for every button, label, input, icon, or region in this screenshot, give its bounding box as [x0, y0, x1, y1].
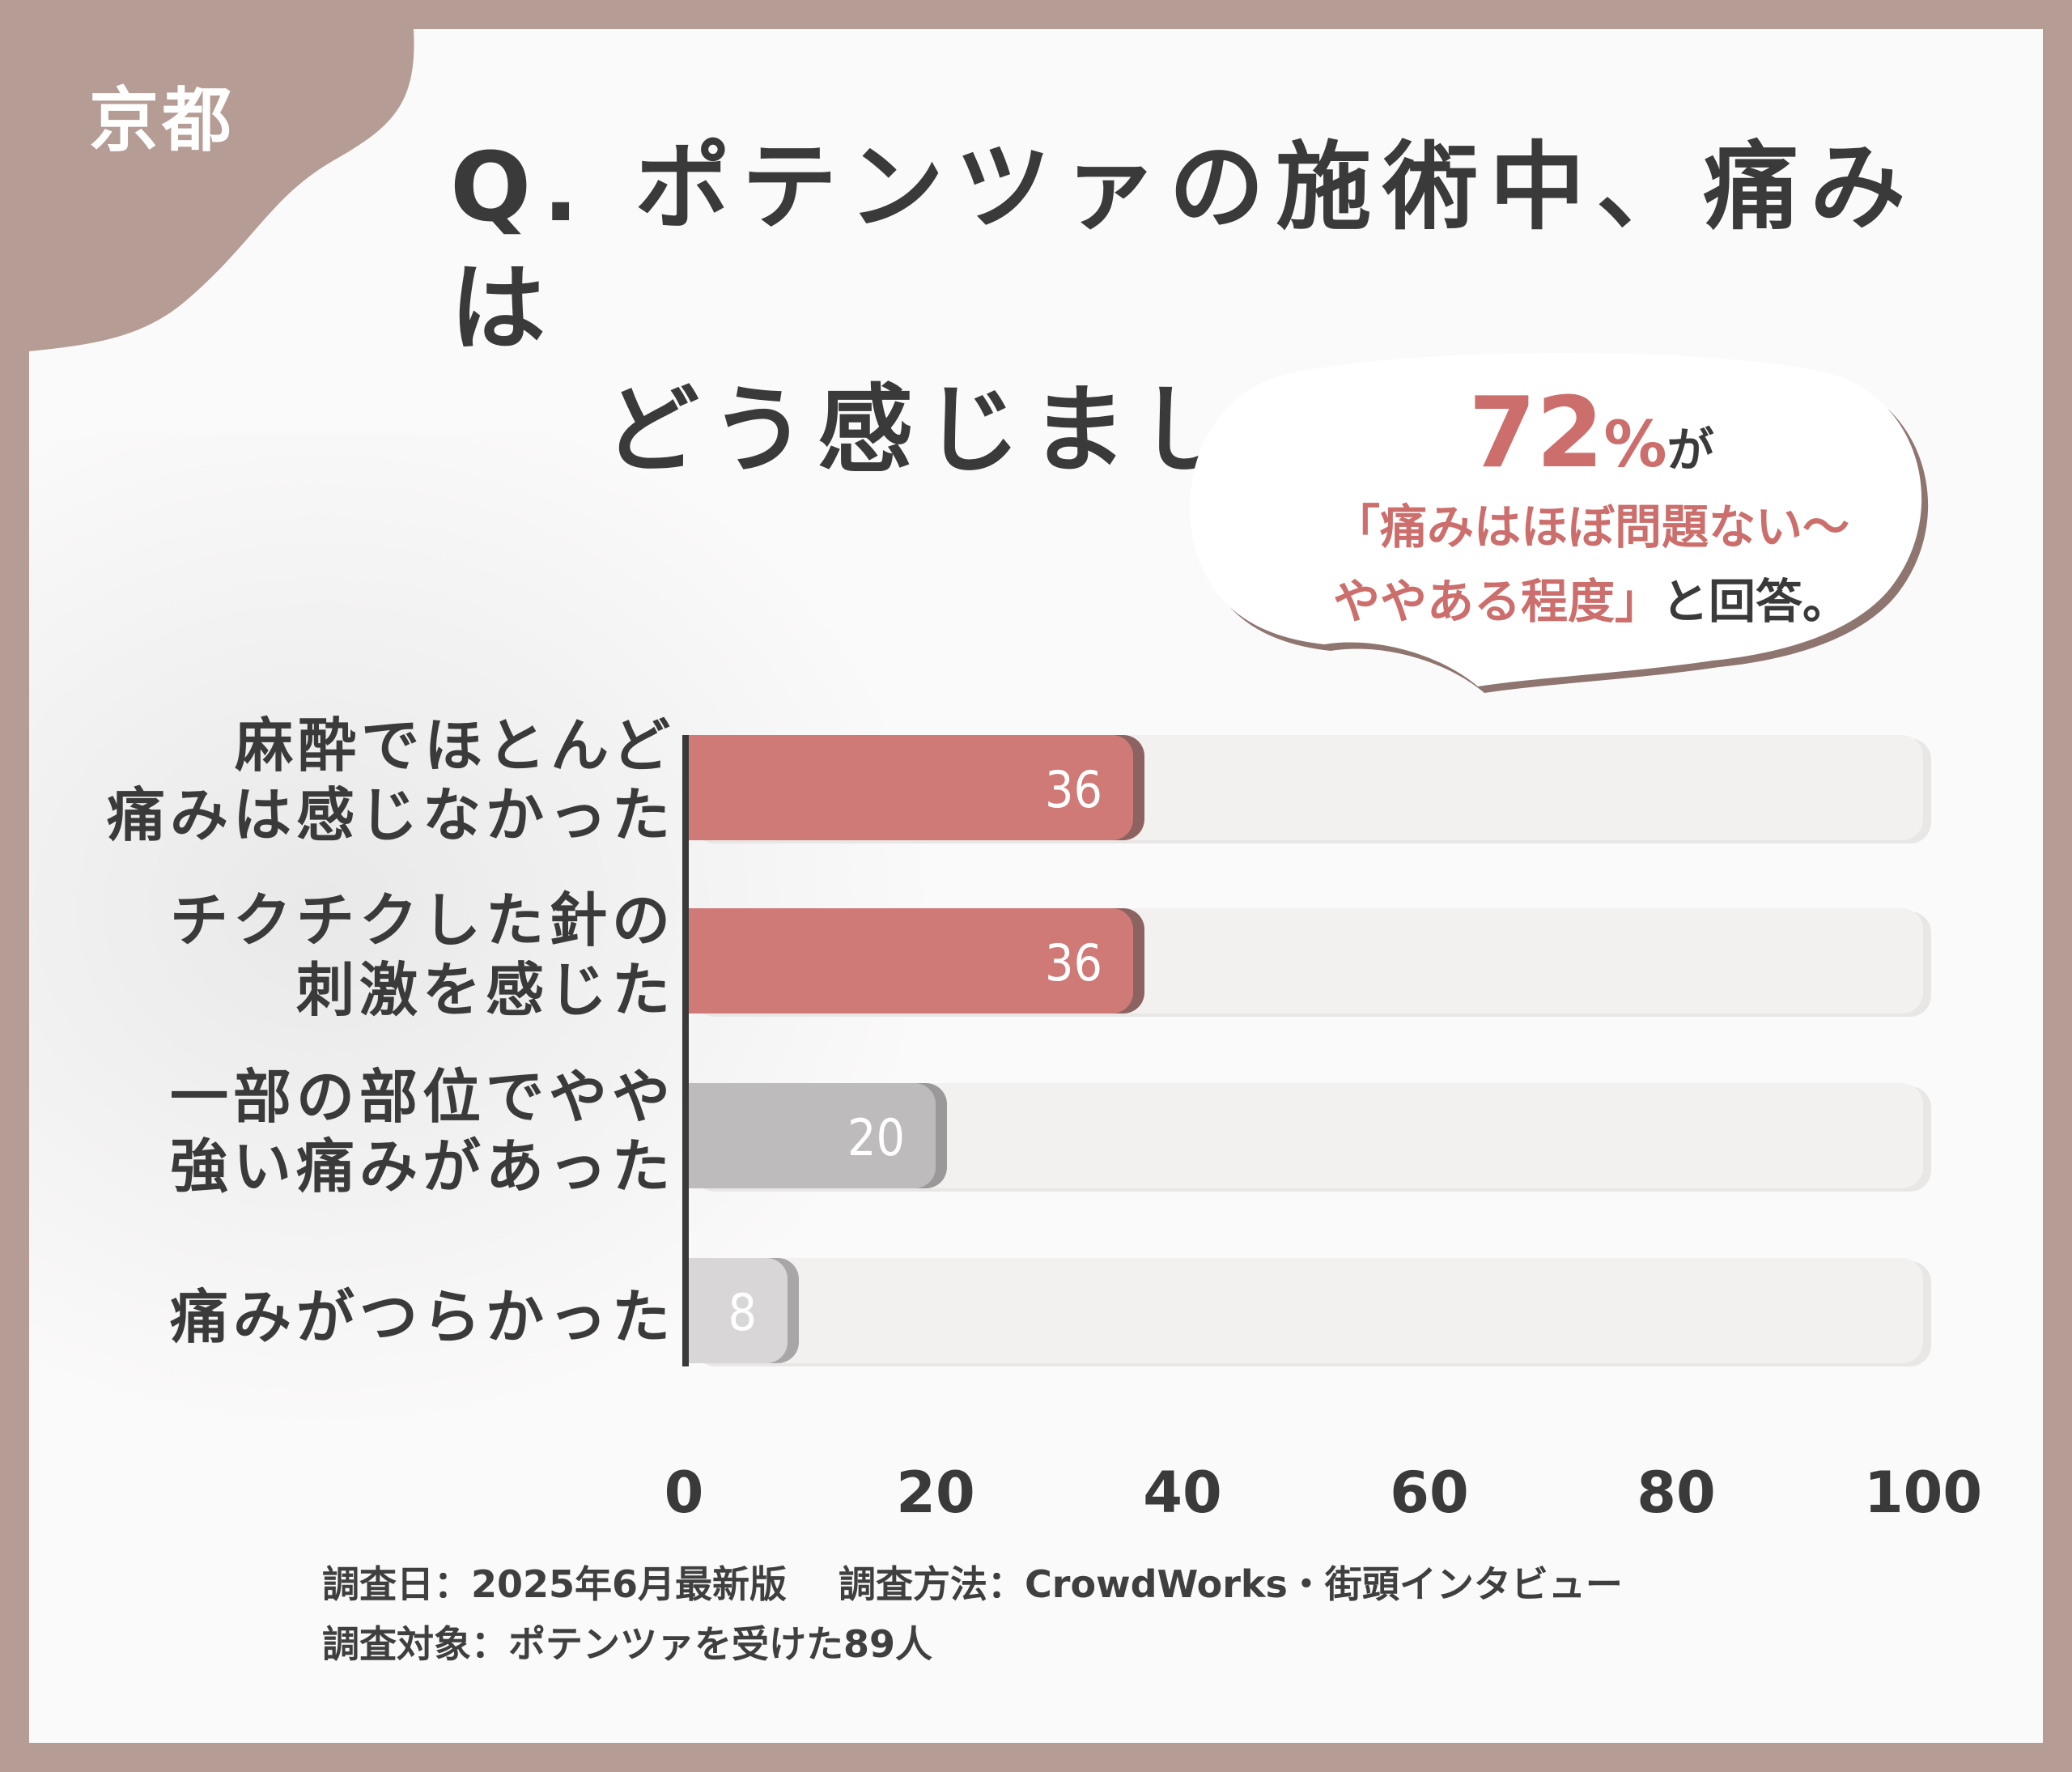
- x-tick-label: 0: [664, 1460, 704, 1526]
- survey-footer: 調査日：2025年6月最新版 調査方法：CrowdWorks・街頭インタビュー 調…: [322, 1554, 1623, 1674]
- bar: [689, 735, 1133, 840]
- infographic-card: 京都 Q. ポテンツァの施術中、痛みは どう感じましたか？ 72%が 「痛みはほ…: [29, 29, 2043, 1743]
- x-tick-label: 80: [1637, 1460, 1715, 1526]
- region-label: 京都: [89, 80, 235, 161]
- callout-percent: 72: [1468, 377, 1604, 490]
- bar-track: [689, 1258, 1923, 1363]
- x-tick-label: 60: [1390, 1460, 1468, 1526]
- category-label: 麻酔でほとんど 痛みは感じなかった: [106, 712, 675, 849]
- bar-value-label: 8: [728, 1283, 757, 1342]
- callout-suffix: と回答。: [1662, 574, 1850, 629]
- bar: [689, 1258, 788, 1363]
- bar-left-edge: [689, 908, 713, 1013]
- callout-quote-line-1: 「痛みはほぼ問題ない〜: [1332, 499, 1849, 555]
- speech-bubble: [1190, 353, 1929, 818]
- bar-track: [689, 1083, 1923, 1188]
- callout-percent-unit: %: [1603, 409, 1667, 482]
- category-label: チクチクした針の 刺激を感じた: [169, 886, 675, 1024]
- x-tick-label: 20: [896, 1460, 974, 1526]
- survey-method: 調査方法：CrowdWorks・街頭インタビュー: [839, 1562, 1623, 1606]
- survey-date: 調査日：2025年6月最新版: [322, 1562, 788, 1606]
- bar-left-edge: [689, 1083, 713, 1188]
- category-label: 一部の部位でやや 強い痛みがあった: [169, 1063, 675, 1200]
- category-label: 痛みがつらかった: [169, 1283, 675, 1351]
- callout-particle: が: [1667, 423, 1714, 478]
- callout-text: 72%が 「痛みはほぼ問題ない〜 ややある程度」と回答。: [1243, 377, 1939, 639]
- survey-target: 調査対象：ポテンツァを受けた89人: [322, 1622, 933, 1666]
- y-axis-line: [682, 735, 689, 1366]
- bar-left-edge: [689, 735, 713, 840]
- bar: [689, 1083, 936, 1188]
- bar-value-label: 36: [1045, 933, 1102, 992]
- question-line-1: Q. ポテンツァの施術中、痛みは: [450, 131, 1917, 364]
- bar-value-label: 36: [1045, 760, 1102, 819]
- x-tick-label: 100: [1864, 1460, 1982, 1526]
- x-tick-label: 40: [1143, 1460, 1221, 1526]
- bar: [689, 908, 1133, 1013]
- corner-tab-shape: [29, 29, 414, 351]
- callout-quote-line-2: ややある程度」: [1332, 574, 1662, 629]
- bar-left-edge: [689, 1258, 713, 1363]
- bar-value-label: 20: [847, 1108, 905, 1167]
